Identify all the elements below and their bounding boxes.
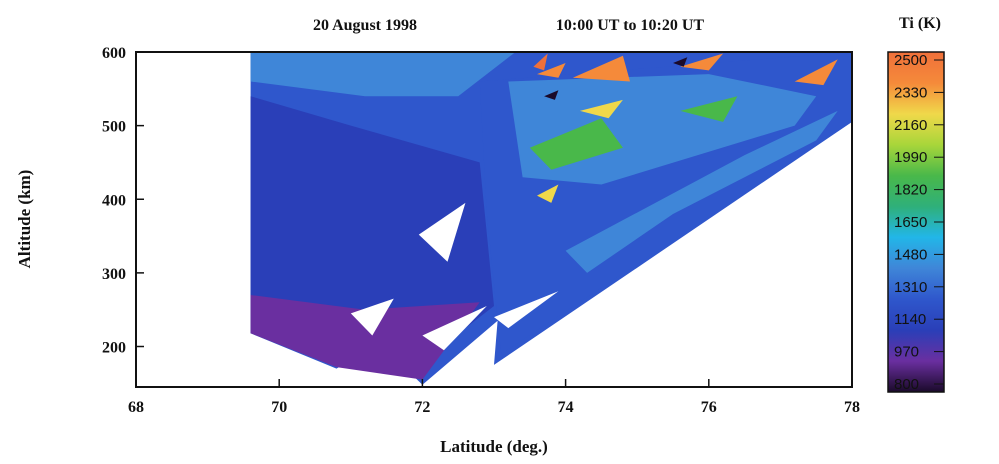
chart-title-time: 10:00 UT to 10:20 UT: [556, 17, 704, 34]
colorbar-title: Ti (K): [899, 15, 941, 32]
data-gap-2: [350, 298, 394, 336]
data-gap-0: [418, 202, 466, 262]
colorbar-tick-label: 2500: [894, 52, 927, 69]
y-tick-label: 200: [102, 340, 126, 357]
data-gap-3: [494, 291, 559, 329]
ti-region-11: [537, 63, 566, 78]
colorbar-tick-label: 1650: [894, 214, 927, 231]
ti-region-8: [579, 99, 623, 119]
ti-region-10: [572, 55, 630, 82]
ti-region-15: [544, 90, 559, 100]
ti-region-1: [250, 295, 480, 380]
colorbar-tick-label: 1820: [894, 182, 927, 199]
colorbar-tick-label: 1480: [894, 246, 927, 263]
ti-region-2: [250, 52, 516, 97]
ti-region-16: [673, 57, 688, 67]
colorbar-tick-label: 800: [894, 376, 919, 393]
chart-title-date: 20 August 1998: [313, 17, 417, 34]
y-tick-label: 600: [102, 45, 126, 62]
x-tick-label: 72: [414, 399, 430, 416]
y-axis: 200 300 400 500 600: [102, 45, 144, 357]
ti-region-12: [794, 59, 838, 86]
x-tick-label: 68: [128, 399, 144, 416]
colorbar-tick-label: 2330: [894, 84, 927, 101]
y-tick-label: 300: [102, 266, 126, 283]
data-gap-1: [422, 306, 487, 351]
x-tick-label: 70: [271, 399, 287, 416]
ti-region-0: [250, 96, 494, 362]
x-axis: 68 70 72 74 76 78: [128, 379, 860, 416]
colorbar-tick-label: 1140: [894, 311, 926, 328]
colorbar-ticks: 2500 2330 2160 1990 1820 1650 1480 1310 1140 970 8…: [894, 52, 944, 393]
x-tick-label: 76: [701, 399, 717, 416]
x-tick-label: 74: [558, 399, 574, 416]
colorbar-tick-label: 1310: [894, 279, 927, 296]
colorbar-tick-label: 2160: [894, 117, 927, 134]
y-tick-label: 500: [102, 119, 126, 136]
ti-region-9: [537, 184, 559, 203]
x-tick-label: 78: [844, 399, 860, 416]
ti-region-7: [680, 96, 738, 122]
colorbar-tick-label: 970: [894, 344, 919, 361]
x-axis-label: Latitude (deg.): [440, 437, 548, 456]
ti-region-5: [565, 110, 838, 273]
y-tick-label: 400: [102, 192, 126, 209]
y-axis-label: Altitude (km): [15, 170, 34, 269]
heatmap-field: [250, 52, 852, 385]
ti-region-13: [680, 53, 724, 71]
ti-region-14: [533, 53, 548, 71]
plot-frame: [135, 51, 853, 388]
colorbar-tick-label: 1990: [894, 149, 927, 166]
ti-region-6: [529, 118, 623, 170]
